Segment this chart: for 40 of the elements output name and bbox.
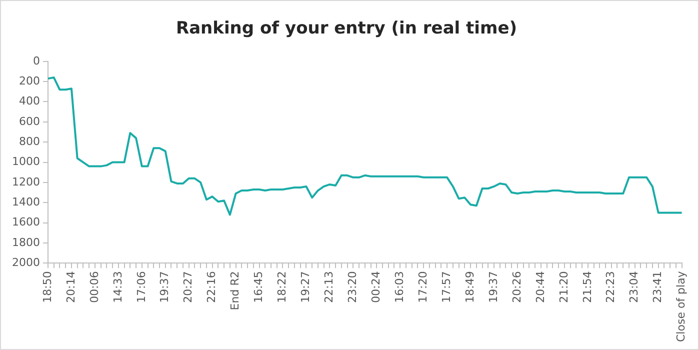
x-tick-label: 22:13 xyxy=(322,271,336,303)
x-tick-label: 19:37 xyxy=(486,271,500,303)
x-tick-label: 00:24 xyxy=(369,271,382,303)
x-tick-label: 16:03 xyxy=(392,271,406,303)
y-tick-label: 1400 xyxy=(12,195,40,208)
x-tick-label: 20:14 xyxy=(64,271,78,303)
y-tick-label: 400 xyxy=(18,94,40,108)
y-tick-label: 800 xyxy=(18,134,40,148)
x-tick-label: 22:16 xyxy=(205,271,218,303)
x-tick-label: 16:45 xyxy=(252,271,266,303)
y-tick-label: 1800 xyxy=(12,236,40,249)
y-tick-label: 600 xyxy=(18,114,40,128)
x-tick-label: 21:54 xyxy=(580,271,594,303)
x-tick-label: 17:20 xyxy=(416,271,430,303)
x-tick-label: 20:27 xyxy=(182,271,195,303)
x-tick-label: 19:37 xyxy=(158,271,172,303)
y-tick-label: 1000 xyxy=(12,155,40,168)
y-tick-label: 2000 xyxy=(12,256,40,270)
y-tick-label: 1600 xyxy=(12,216,40,229)
x-tick-label: Close of play xyxy=(674,270,688,342)
x-tick-label: 18:22 xyxy=(276,271,289,303)
x-tick-label: 00:06 xyxy=(88,271,101,303)
x-tick-label: 20:44 xyxy=(534,271,547,303)
x-tick-label: 18:49 xyxy=(463,271,476,303)
y-tick-label: 0 xyxy=(32,54,40,68)
x-tick-label: 14:33 xyxy=(111,271,124,303)
x-tick-label: 23:41 xyxy=(651,271,664,303)
chart-title: Ranking of your entry (in real time) xyxy=(176,18,518,39)
x-tick-label: 18:50 xyxy=(40,271,54,303)
x-tick-label: 19:27 xyxy=(299,271,312,303)
x-tick-label: 20:26 xyxy=(510,271,524,303)
x-tick-label: 21:20 xyxy=(557,271,570,303)
x-tick-label: 23:20 xyxy=(346,271,360,303)
x-tick-label: 22:23 xyxy=(604,271,618,303)
y-tick-label: 1200 xyxy=(12,175,40,188)
y-tick-label: 200 xyxy=(18,74,40,88)
x-tick-label: 23:04 xyxy=(628,271,641,303)
x-tick-label: End R2 xyxy=(228,271,242,310)
x-tick-label: 17:57 xyxy=(440,271,453,303)
x-tick-label: 17:06 xyxy=(134,271,148,303)
